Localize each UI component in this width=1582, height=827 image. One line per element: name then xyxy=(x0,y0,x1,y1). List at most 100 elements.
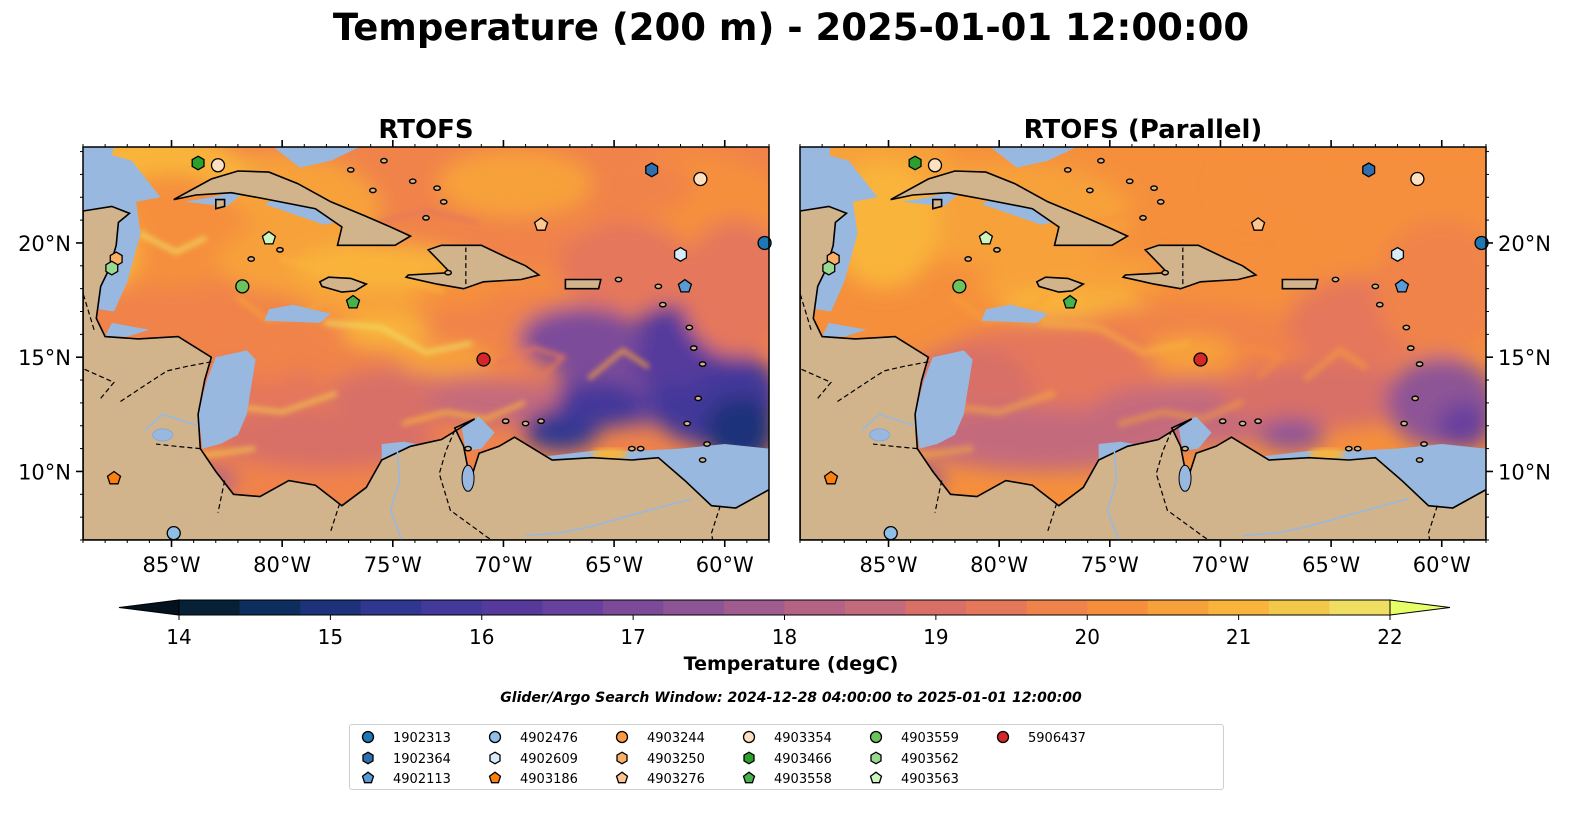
map-panel-rtofs: 85°W 80°W 75°W 70°W 65°W 60°W 10°N 15°N 20°N RTOF… xyxy=(18,115,772,577)
legend-marker xyxy=(489,751,501,765)
land-hispaniola xyxy=(1121,244,1258,290)
lon-tick-label: 70°W xyxy=(474,553,532,577)
land-jamaica xyxy=(1035,276,1086,293)
colorbar-bin xyxy=(1329,600,1391,615)
lon-tick-label: 65°W xyxy=(585,553,643,577)
lat-tick-label: 10°N xyxy=(1498,460,1551,484)
colorbar-bin xyxy=(602,600,664,615)
figure-title: Temperature (200 m) - 2025-01-01 12:00:0… xyxy=(332,6,1250,49)
platform-legend: 1902313 1902364 4902113 4902476 4902609 49031… xyxy=(349,724,1224,790)
legend-entry: 4903563 xyxy=(869,771,959,787)
colorbar-bin xyxy=(1268,600,1331,615)
legend-marker xyxy=(996,730,1010,744)
legend-entry: 4903186 xyxy=(488,771,578,787)
legend-label: 4903276 xyxy=(647,772,705,787)
land-cuba xyxy=(890,170,1130,247)
legend-entry: 4903354 xyxy=(742,730,832,746)
colorbar-bin xyxy=(360,600,422,615)
legend-marker xyxy=(361,771,375,784)
platform-5906437 xyxy=(476,352,491,367)
lon-tick-label: 85°W xyxy=(860,553,918,577)
colorbar-tick-label: 19 xyxy=(923,625,948,649)
colorbar-tick-label: 15 xyxy=(318,625,343,649)
colorbar-bin xyxy=(663,600,725,615)
search-window-text: Glider/Argo Search Window: 2024-12-28 04… xyxy=(500,690,1082,706)
legend-label: 4902609 xyxy=(520,752,578,767)
legend-marker xyxy=(869,771,883,784)
lat-tick-label: 20°N xyxy=(1498,232,1551,256)
colorbar-over-arrow xyxy=(1389,599,1451,616)
colorbar-bin xyxy=(300,600,362,615)
legend-label: 4903466 xyxy=(774,752,832,767)
panel-title: RTOFS (Parallel) xyxy=(1024,115,1263,145)
legend-label: 4903250 xyxy=(647,752,705,767)
colorbar-tick-label: 18 xyxy=(772,625,797,649)
colorbar-bin xyxy=(723,600,786,615)
lon-tick-label: 60°W xyxy=(696,553,754,577)
colorbar-bin xyxy=(1147,600,1209,615)
colorbar-tick-label: 21 xyxy=(1226,625,1251,649)
map-ticks xyxy=(799,140,1493,547)
legend-label: 1902313 xyxy=(393,731,451,746)
land-isla-juventud xyxy=(215,198,226,210)
legend-entry: 1902313 xyxy=(361,730,451,746)
colorbar-label: Temperature (degC) xyxy=(683,653,899,675)
platform-4903558 xyxy=(345,294,361,309)
platform-4903558 xyxy=(1062,294,1078,309)
platform-1902364 xyxy=(645,162,659,178)
legend-entry: 4903250 xyxy=(616,751,705,767)
platform-4903354 xyxy=(693,171,708,187)
land-mainland xyxy=(83,205,769,540)
colorbar-bin xyxy=(481,600,543,615)
land-puerto-rico xyxy=(1281,278,1319,290)
legend-label: 4903244 xyxy=(647,731,705,746)
legend-label: 4903563 xyxy=(901,772,959,787)
legend-label: 4903186 xyxy=(520,772,578,787)
platform-4903466 xyxy=(908,155,922,171)
legend-marker xyxy=(870,751,882,765)
platform-4903186 xyxy=(823,470,839,485)
platform-4902113 xyxy=(677,278,693,293)
colorbar-bin xyxy=(905,600,967,615)
platform-4903354 xyxy=(1410,171,1425,187)
legend-entry: 5906437 xyxy=(996,730,1086,746)
colorbar-bin xyxy=(1026,600,1088,615)
platform-4903354 xyxy=(210,158,226,173)
colorbar-bin xyxy=(542,600,604,615)
legend-label: 4903559 xyxy=(901,731,959,746)
legend-marker xyxy=(743,751,755,765)
colorbar-tick-label: 17 xyxy=(620,625,645,649)
platform-4903466 xyxy=(191,155,205,171)
map-frame xyxy=(82,146,770,541)
platform-4902113 xyxy=(1394,278,1410,293)
platform-4903276 xyxy=(533,217,549,231)
lon-tick-label: 85°W xyxy=(143,553,201,577)
land-cuba xyxy=(173,170,413,247)
land-puerto-rico xyxy=(564,278,602,290)
panel-title: RTOFS xyxy=(378,115,473,145)
land-mainland xyxy=(800,205,1486,540)
colorbar-bin xyxy=(1208,600,1270,615)
legend-marker xyxy=(615,730,629,744)
lon-tick-label: 80°W xyxy=(970,553,1028,577)
colorbar-bin xyxy=(845,600,907,615)
lon-tick-label: 70°W xyxy=(1191,553,1249,577)
platform-1902313 xyxy=(757,235,772,251)
legend-entry: 4903466 xyxy=(743,751,832,767)
legend-marker xyxy=(742,730,756,744)
colorbar-tick-label: 14 xyxy=(166,625,191,649)
colorbar-tick-label: 16 xyxy=(469,625,494,649)
lat-tick-label: 15°N xyxy=(1498,346,1551,370)
legend-label: 4903558 xyxy=(774,772,832,787)
lon-tick-label: 75°W xyxy=(364,553,422,577)
colorbar-tick-label: 22 xyxy=(1377,625,1402,649)
legend-entry: 4903562 xyxy=(870,751,959,767)
map-frame xyxy=(799,146,1487,541)
land-jamaica xyxy=(318,276,369,293)
legend-label: 1902364 xyxy=(393,752,451,767)
legend-entry: 4903244 xyxy=(615,730,705,746)
legend-entry: 4902113 xyxy=(361,771,451,787)
platform-4903186 xyxy=(106,470,122,485)
platform-4903276 xyxy=(1250,217,1266,231)
